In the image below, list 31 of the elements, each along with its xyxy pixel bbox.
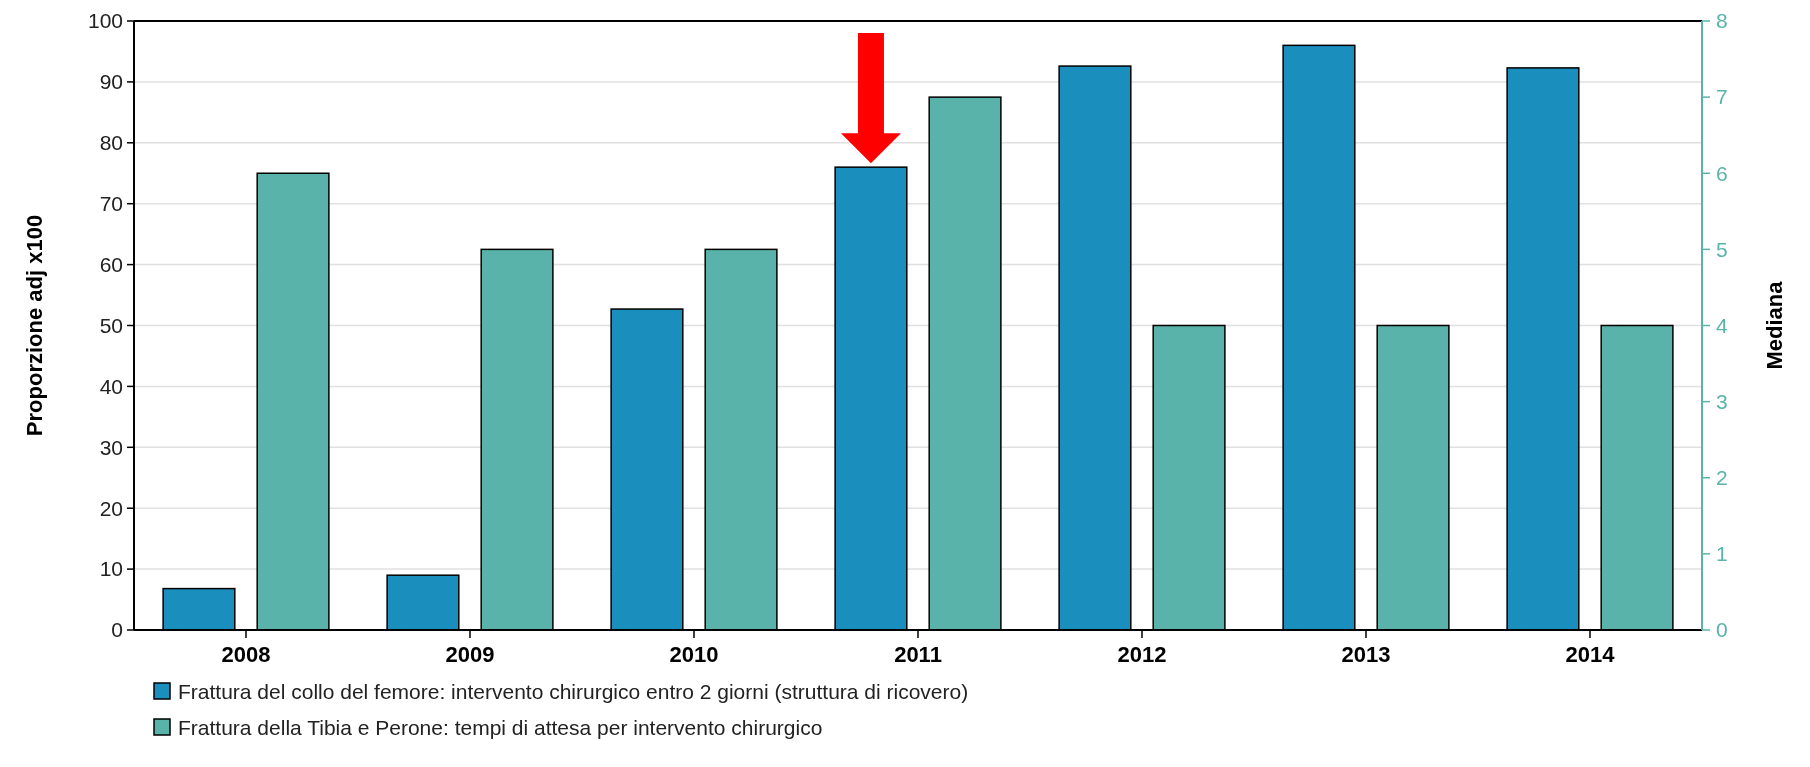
y2-axis-title: Mediana [1762, 280, 1787, 370]
y2-tick-label: 4 [1716, 313, 1728, 337]
y-tick-label: 20 [99, 496, 123, 520]
y2-tick-label: 2 [1716, 466, 1728, 490]
y-tick-label: 90 [99, 70, 123, 94]
y2-tick-label: 5 [1716, 237, 1728, 261]
y2-tick-label: 1 [1716, 542, 1728, 566]
y-tick-label: 40 [99, 374, 123, 398]
legend-label: Frattura del collo del femore: intervento chirurgico entro 2 giorni (struttura di ricovero) [178, 680, 969, 704]
x-tick-label: 2008 [221, 642, 271, 667]
y-axis-title: Proporzione adj x100 [22, 214, 47, 437]
y-tick-label: 10 [99, 557, 123, 581]
y-tick-label: 70 [99, 192, 123, 216]
y-tick-label: 30 [99, 435, 123, 459]
y-tick-label: 80 [99, 131, 123, 155]
x-tick-label: 2012 [1117, 642, 1167, 667]
legend-label: Frattura della Tibia e Perone: tempi di attesa per intervento chirurgico [178, 716, 823, 740]
y-tick-label: 100 [87, 9, 123, 33]
x-tick-label: 2009 [445, 642, 495, 667]
y-tick-label: 60 [99, 252, 123, 276]
y2-tick-label: 0 [1716, 618, 1728, 642]
y2-tick-label: 3 [1716, 389, 1728, 413]
y2-tick-label: 8 [1716, 9, 1728, 33]
x-tick-label: 2013 [1341, 642, 1391, 667]
x-tick-label: 2014 [1565, 642, 1616, 667]
x-tick-label: 2011 [894, 642, 942, 667]
y2-tick-label: 6 [1716, 161, 1728, 185]
y2-tick-label: 7 [1716, 85, 1728, 109]
x-tick-label: 2010 [669, 642, 719, 667]
y-tick-label: 0 [111, 618, 123, 642]
y-tick-label: 50 [99, 313, 123, 337]
